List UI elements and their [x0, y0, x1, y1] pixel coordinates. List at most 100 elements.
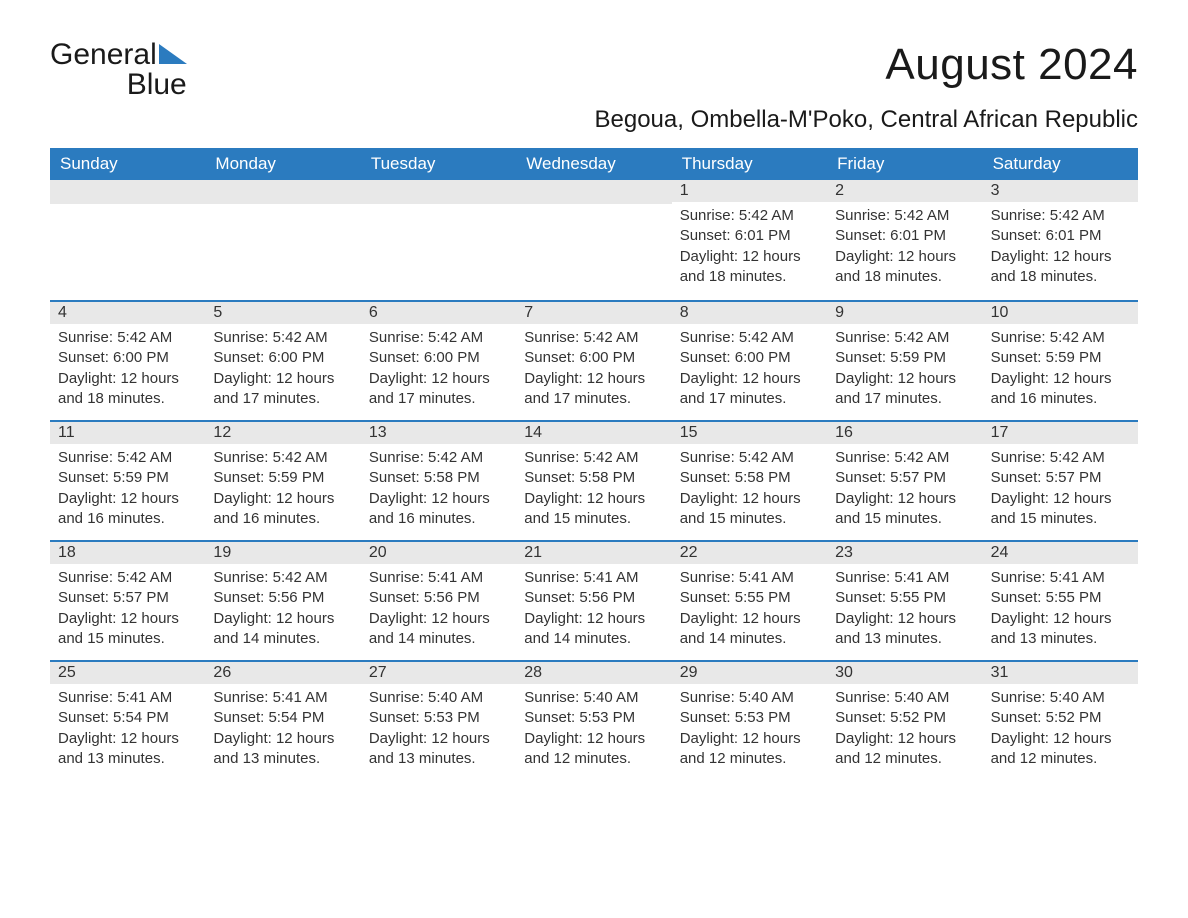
day-cell: 17Sunrise: 5:42 AMSunset: 5:57 PMDayligh…	[983, 420, 1138, 540]
day-body: Sunrise: 5:40 AMSunset: 5:53 PMDaylight:…	[672, 684, 827, 779]
day-body: Sunrise: 5:42 AMSunset: 5:58 PMDaylight:…	[361, 444, 516, 539]
day-body: Sunrise: 5:42 AMSunset: 5:57 PMDaylight:…	[983, 444, 1138, 539]
sunset-text: Sunset: 5:59 PM	[58, 468, 197, 488]
sunrise-text: Sunrise: 5:41 AM	[58, 688, 197, 708]
sunset-text: Sunset: 5:57 PM	[991, 468, 1130, 488]
sunrise-text: Sunrise: 5:40 AM	[835, 688, 974, 708]
day-cell	[516, 180, 671, 300]
sunset-text: Sunset: 5:59 PM	[835, 348, 974, 368]
day-body: Sunrise: 5:42 AMSunset: 6:00 PMDaylight:…	[50, 324, 205, 419]
daylight-text: Daylight: 12 hours and 14 minutes.	[213, 609, 352, 650]
day-cell: 8Sunrise: 5:42 AMSunset: 6:00 PMDaylight…	[672, 300, 827, 420]
day-cell: 22Sunrise: 5:41 AMSunset: 5:55 PMDayligh…	[672, 540, 827, 660]
day-cell: 21Sunrise: 5:41 AMSunset: 5:56 PMDayligh…	[516, 540, 671, 660]
day-cell: 6Sunrise: 5:42 AMSunset: 6:00 PMDaylight…	[361, 300, 516, 420]
day-body: Sunrise: 5:40 AMSunset: 5:53 PMDaylight:…	[361, 684, 516, 779]
sunrise-text: Sunrise: 5:41 AM	[680, 568, 819, 588]
sunset-text: Sunset: 5:58 PM	[369, 468, 508, 488]
day-header: Monday	[205, 148, 360, 180]
day-body: Sunrise: 5:42 AMSunset: 5:59 PMDaylight:…	[205, 444, 360, 539]
daylight-text: Daylight: 12 hours and 17 minutes.	[213, 369, 352, 410]
sunrise-text: Sunrise: 5:42 AM	[369, 328, 508, 348]
day-number: 22	[672, 540, 827, 564]
day-body: Sunrise: 5:42 AMSunset: 6:01 PMDaylight:…	[672, 202, 827, 297]
day-body: Sunrise: 5:42 AMSunset: 6:00 PMDaylight:…	[361, 324, 516, 419]
sunrise-text: Sunrise: 5:42 AM	[58, 448, 197, 468]
day-body: Sunrise: 5:42 AMSunset: 5:59 PMDaylight:…	[50, 444, 205, 539]
day-cell: 9Sunrise: 5:42 AMSunset: 5:59 PMDaylight…	[827, 300, 982, 420]
daylight-text: Daylight: 12 hours and 13 minutes.	[58, 729, 197, 770]
day-number: 16	[827, 420, 982, 444]
sunset-text: Sunset: 5:54 PM	[213, 708, 352, 728]
sunset-text: Sunset: 5:53 PM	[524, 708, 663, 728]
day-header: Wednesday	[516, 148, 671, 180]
page-header: General Blue August 2024	[50, 40, 1138, 100]
day-number: 27	[361, 660, 516, 684]
day-number: 7	[516, 300, 671, 324]
day-number: 6	[361, 300, 516, 324]
daylight-text: Daylight: 12 hours and 14 minutes.	[369, 609, 508, 650]
day-body: Sunrise: 5:41 AMSunset: 5:54 PMDaylight:…	[205, 684, 360, 779]
sunrise-text: Sunrise: 5:42 AM	[991, 206, 1130, 226]
day-cell: 26Sunrise: 5:41 AMSunset: 5:54 PMDayligh…	[205, 660, 360, 780]
sunrise-text: Sunrise: 5:42 AM	[835, 328, 974, 348]
sunset-text: Sunset: 6:00 PM	[680, 348, 819, 368]
daylight-text: Daylight: 12 hours and 15 minutes.	[680, 489, 819, 530]
day-body: Sunrise: 5:40 AMSunset: 5:53 PMDaylight:…	[516, 684, 671, 779]
day-cell: 14Sunrise: 5:42 AMSunset: 5:58 PMDayligh…	[516, 420, 671, 540]
day-number: 11	[50, 420, 205, 444]
sunrise-text: Sunrise: 5:41 AM	[835, 568, 974, 588]
sunrise-text: Sunrise: 5:42 AM	[991, 448, 1130, 468]
day-header: Thursday	[672, 148, 827, 180]
sunset-text: Sunset: 5:59 PM	[213, 468, 352, 488]
day-body: Sunrise: 5:42 AMSunset: 6:00 PMDaylight:…	[516, 324, 671, 419]
sunset-text: Sunset: 5:53 PM	[680, 708, 819, 728]
title-block: August 2024	[885, 40, 1138, 90]
sunset-text: Sunset: 5:58 PM	[680, 468, 819, 488]
day-cell: 1Sunrise: 5:42 AMSunset: 6:01 PMDaylight…	[672, 180, 827, 300]
day-header: Saturday	[983, 148, 1138, 180]
day-body: Sunrise: 5:41 AMSunset: 5:55 PMDaylight:…	[672, 564, 827, 659]
day-body: Sunrise: 5:41 AMSunset: 5:54 PMDaylight:…	[50, 684, 205, 779]
day-cell: 12Sunrise: 5:42 AMSunset: 5:59 PMDayligh…	[205, 420, 360, 540]
daylight-text: Daylight: 12 hours and 13 minutes.	[835, 609, 974, 650]
day-body: Sunrise: 5:42 AMSunset: 5:59 PMDaylight:…	[827, 324, 982, 419]
day-cell: 19Sunrise: 5:42 AMSunset: 5:56 PMDayligh…	[205, 540, 360, 660]
daylight-text: Daylight: 12 hours and 14 minutes.	[524, 609, 663, 650]
day-number: 29	[672, 660, 827, 684]
day-cell: 20Sunrise: 5:41 AMSunset: 5:56 PMDayligh…	[361, 540, 516, 660]
day-cell: 2Sunrise: 5:42 AMSunset: 6:01 PMDaylight…	[827, 180, 982, 300]
day-number: 23	[827, 540, 982, 564]
daylight-text: Daylight: 12 hours and 14 minutes.	[680, 609, 819, 650]
sunset-text: Sunset: 5:53 PM	[369, 708, 508, 728]
sunrise-text: Sunrise: 5:41 AM	[524, 568, 663, 588]
day-number	[205, 180, 360, 204]
sunrise-text: Sunrise: 5:42 AM	[680, 328, 819, 348]
sunrise-text: Sunrise: 5:42 AM	[835, 206, 974, 226]
day-body: Sunrise: 5:41 AMSunset: 5:56 PMDaylight:…	[361, 564, 516, 659]
daylight-text: Daylight: 12 hours and 18 minutes.	[680, 247, 819, 288]
day-cell: 30Sunrise: 5:40 AMSunset: 5:52 PMDayligh…	[827, 660, 982, 780]
day-cell: 16Sunrise: 5:42 AMSunset: 5:57 PMDayligh…	[827, 420, 982, 540]
day-number: 17	[983, 420, 1138, 444]
sunrise-text: Sunrise: 5:42 AM	[58, 568, 197, 588]
day-number: 18	[50, 540, 205, 564]
daylight-text: Daylight: 12 hours and 12 minutes.	[680, 729, 819, 770]
daylight-text: Daylight: 12 hours and 13 minutes.	[991, 609, 1130, 650]
day-body: Sunrise: 5:42 AMSunset: 6:01 PMDaylight:…	[827, 202, 982, 297]
day-number: 9	[827, 300, 982, 324]
day-header: Friday	[827, 148, 982, 180]
day-body: Sunrise: 5:41 AMSunset: 5:55 PMDaylight:…	[827, 564, 982, 659]
daylight-text: Daylight: 12 hours and 15 minutes.	[991, 489, 1130, 530]
day-number: 30	[827, 660, 982, 684]
daylight-text: Daylight: 12 hours and 16 minutes.	[213, 489, 352, 530]
sunrise-text: Sunrise: 5:42 AM	[58, 328, 197, 348]
day-number: 3	[983, 180, 1138, 202]
month-title: August 2024	[885, 40, 1138, 90]
sunset-text: Sunset: 5:57 PM	[58, 588, 197, 608]
sunrise-text: Sunrise: 5:40 AM	[991, 688, 1130, 708]
sunset-text: Sunset: 6:01 PM	[991, 226, 1130, 246]
sunrise-text: Sunrise: 5:42 AM	[524, 328, 663, 348]
sunset-text: Sunset: 5:59 PM	[991, 348, 1130, 368]
sunrise-text: Sunrise: 5:42 AM	[680, 206, 819, 226]
